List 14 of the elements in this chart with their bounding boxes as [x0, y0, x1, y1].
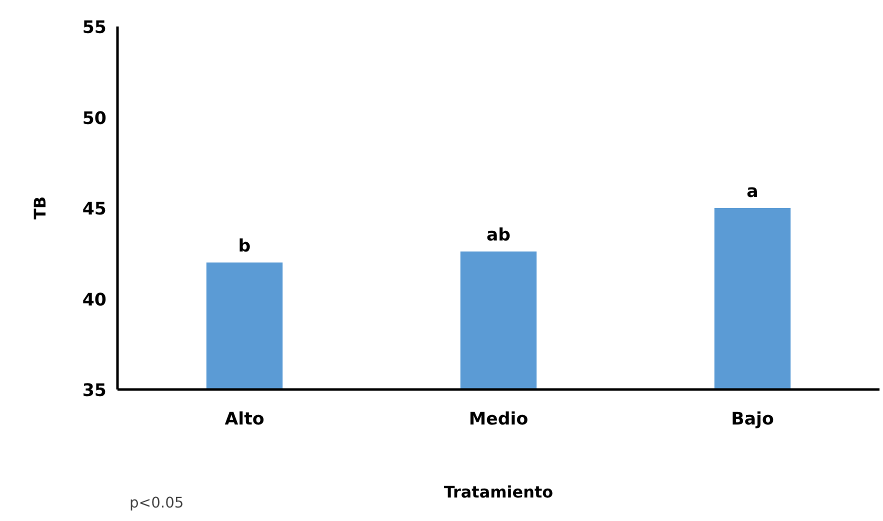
- y-tick-label: 35: [82, 381, 107, 401]
- y-tick-label: 55: [82, 18, 107, 38]
- text: p<0.05: [130, 494, 184, 512]
- x-axis-title: Tratamiento: [444, 482, 554, 502]
- x-tick-label: Alto: [224, 410, 264, 430]
- y-tick-label: 40: [82, 290, 107, 310]
- annotation: b: [238, 236, 251, 256]
- y-tick-label: 45: [82, 200, 107, 220]
- y-tick-label: 50: [82, 108, 107, 129]
- y-axis-title: TB: [30, 196, 50, 220]
- x-tick-label: Medio: [468, 410, 528, 430]
- annotation: a: [746, 182, 758, 202]
- annotation: ab: [486, 226, 511, 246]
- x-tick-label: Bajo: [731, 410, 774, 430]
